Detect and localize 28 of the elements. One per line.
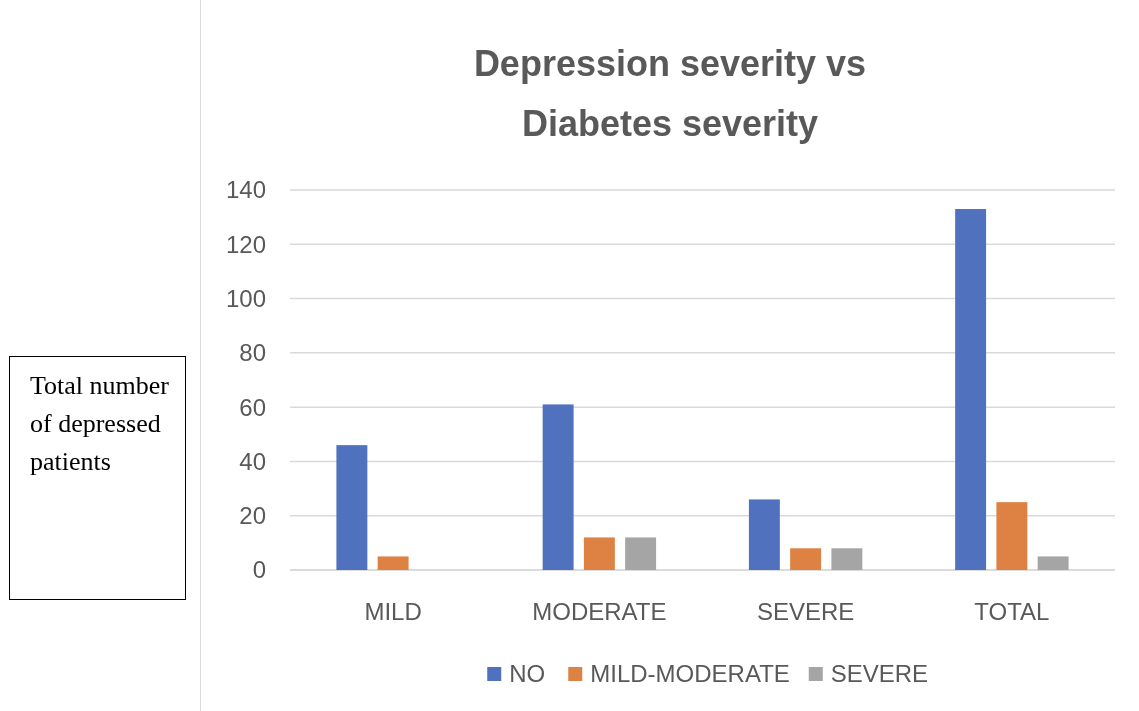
chart-title: Depression severity vs Diabetes severity bbox=[473, 43, 867, 144]
bar bbox=[1037, 556, 1069, 570]
y-tick-label: 40 bbox=[239, 447, 266, 475]
y-tick-label: 120 bbox=[225, 230, 266, 258]
bar bbox=[996, 502, 1028, 570]
y-tick-label: 20 bbox=[239, 502, 266, 530]
bar bbox=[583, 537, 615, 570]
x-tick-label: TOTAL bbox=[974, 598, 1050, 625]
x-tick-label: MODERATE bbox=[532, 598, 667, 625]
legend-label: MILD-MODERATE bbox=[590, 660, 790, 688]
bar bbox=[377, 556, 409, 570]
bar bbox=[542, 404, 574, 570]
legend-label: SEVERE bbox=[830, 660, 929, 688]
x-tick-label: MILD bbox=[364, 598, 422, 625]
x-tick-label: SEVERE bbox=[756, 598, 855, 625]
y-tick-label: 60 bbox=[239, 393, 266, 421]
y-tick-label: 80 bbox=[239, 339, 266, 367]
legend-label: NO bbox=[509, 660, 546, 688]
bar bbox=[790, 548, 822, 570]
y-axis-title: Total number of depressed patients bbox=[30, 371, 170, 476]
y-tick-label: 0 bbox=[252, 556, 266, 584]
y-tick-label: 100 bbox=[225, 284, 266, 312]
bar bbox=[955, 209, 987, 570]
bar bbox=[748, 499, 780, 570]
y-tick-label: 140 bbox=[225, 176, 266, 204]
bar bbox=[831, 548, 863, 570]
bar bbox=[336, 445, 368, 570]
bar bbox=[625, 537, 657, 570]
